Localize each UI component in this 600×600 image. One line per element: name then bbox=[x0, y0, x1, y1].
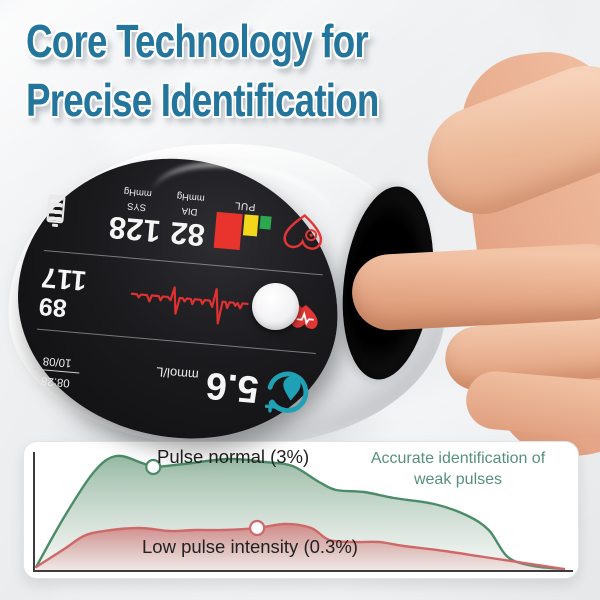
page-title: Core Technology for Precise Identificati… bbox=[26, 12, 379, 130]
bar-red bbox=[213, 211, 243, 251]
pulse-level-bars bbox=[213, 211, 272, 253]
time-date-block: 08:28 10/08 bbox=[32, 351, 81, 391]
ecg-waveform bbox=[130, 286, 249, 325]
glucose-drop-icon bbox=[264, 371, 309, 413]
bar-green bbox=[259, 215, 272, 230]
heart-stethoscope-icon bbox=[283, 214, 323, 250]
power-button bbox=[252, 283, 299, 330]
curve-marker bbox=[249, 519, 266, 537]
dia-block: 82 DIA mmHg bbox=[168, 190, 208, 253]
chart-line bbox=[34, 522, 566, 571]
time-value: 08:28 bbox=[40, 374, 71, 389]
pinky-finger bbox=[463, 368, 600, 442]
pul-label: PUL bbox=[234, 199, 256, 213]
sys-block: 128 SYS mmHg bbox=[107, 185, 165, 249]
dia-value: 82 bbox=[168, 214, 207, 253]
bar-yellow bbox=[242, 214, 259, 237]
pulse-level-indicator: PUL bbox=[213, 198, 273, 253]
chart-axes bbox=[33, 452, 573, 572]
pulse-chart-card: Pulse normal (3%) Low pulse intensity (0… bbox=[23, 441, 579, 579]
lower-value: 117 bbox=[40, 261, 88, 297]
middle-finger-inserted bbox=[350, 241, 600, 333]
pulse-values: 89 117 bbox=[38, 261, 88, 322]
dia-unit: mmHg bbox=[176, 190, 206, 205]
sys-value: 128 bbox=[107, 209, 162, 249]
page-title-line2: Precise Identification bbox=[26, 73, 379, 126]
pulse-normal-label: Pulse normal (3%) bbox=[157, 446, 310, 467]
low-pulse-label: Low pulse intensity (0.3%) bbox=[142, 536, 358, 557]
chart-area bbox=[36, 523, 565, 571]
chart-annotation: Accurate identification of weak pulses bbox=[370, 450, 546, 488]
page-title-line1: Core Technology for bbox=[26, 15, 369, 67]
battery-icon bbox=[46, 194, 66, 224]
upper-value: 89 bbox=[37, 291, 68, 322]
glucose-unit: mmol/L bbox=[155, 364, 200, 384]
glucose-value: 5.6 bbox=[204, 363, 261, 411]
